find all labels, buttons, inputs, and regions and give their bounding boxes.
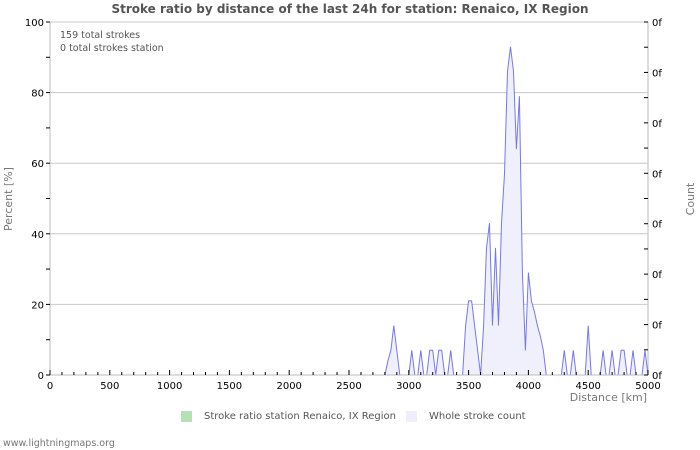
legend-item-station-ratio: Stroke ratio station Renaico, IX Region [181, 411, 396, 422]
total-strokes-label: 159 total strokes [60, 30, 140, 41]
x-tick-label: 2500 [336, 381, 361, 392]
right-tick-label: 0f [652, 68, 662, 79]
x-tick-label: 1500 [217, 381, 242, 392]
right-axis-ticks: 0f 0f 0f 0f 0f 0f 0f 0f [644, 18, 662, 382]
left-tick-label: 60 [31, 159, 44, 170]
left-axis-ticks: 0 20 40 60 80 100 [25, 18, 50, 382]
right-axis-title: Count [684, 182, 697, 215]
legend-label-whole-count: Whole stroke count [429, 411, 526, 422]
x-tick-label: 2000 [276, 381, 301, 392]
right-tick-label: 0f [652, 321, 662, 332]
x-tick-label: 3500 [456, 381, 481, 392]
legend-swatch-lavender [406, 411, 417, 422]
left-axis-title: Percent [%] [2, 167, 15, 231]
legend-item-whole-count: Whole stroke count [406, 411, 526, 422]
left-tick-label: 100 [25, 18, 44, 29]
x-tick-label: 1000 [157, 381, 182, 392]
x-axis-title: Distance [km] [570, 391, 647, 404]
legend-swatch-green [181, 411, 192, 422]
chart-title: Stroke ratio by distance of the last 24h… [111, 2, 589, 16]
legend-label-station-ratio: Stroke ratio station Renaico, IX Region [204, 411, 396, 422]
x-tick-label: 4000 [516, 381, 541, 392]
right-tick-label: 0f [652, 270, 662, 281]
left-tick-label: 40 [31, 230, 44, 241]
whole-stroke-count-series [384, 46, 649, 376]
left-tick-label: 20 [31, 300, 44, 311]
right-tick-label: 0f [652, 169, 662, 180]
x-tick-label: 500 [100, 381, 119, 392]
x-tick-label: 0 [47, 381, 53, 392]
station-strokes-label: 0 total strokes station [60, 43, 164, 54]
footer-credit: www.lightningmaps.org [3, 438, 115, 449]
x-axis-ticks: 0 500 1000 1500 2000 2500 3000 3500 4000 4500 5000 [47, 370, 661, 392]
right-tick-label: 0f [652, 119, 662, 130]
left-tick-label: 80 [31, 89, 44, 100]
left-tick-label: 0 [38, 371, 44, 382]
right-tick-label: 0f [652, 371, 662, 382]
x-tick-label: 5000 [635, 381, 660, 392]
right-tick-label: 0f [652, 220, 662, 231]
x-tick-label: 4500 [575, 381, 600, 392]
right-tick-label: 0f [652, 18, 662, 29]
x-tick-label: 3000 [396, 381, 421, 392]
gridlines [50, 92, 648, 305]
